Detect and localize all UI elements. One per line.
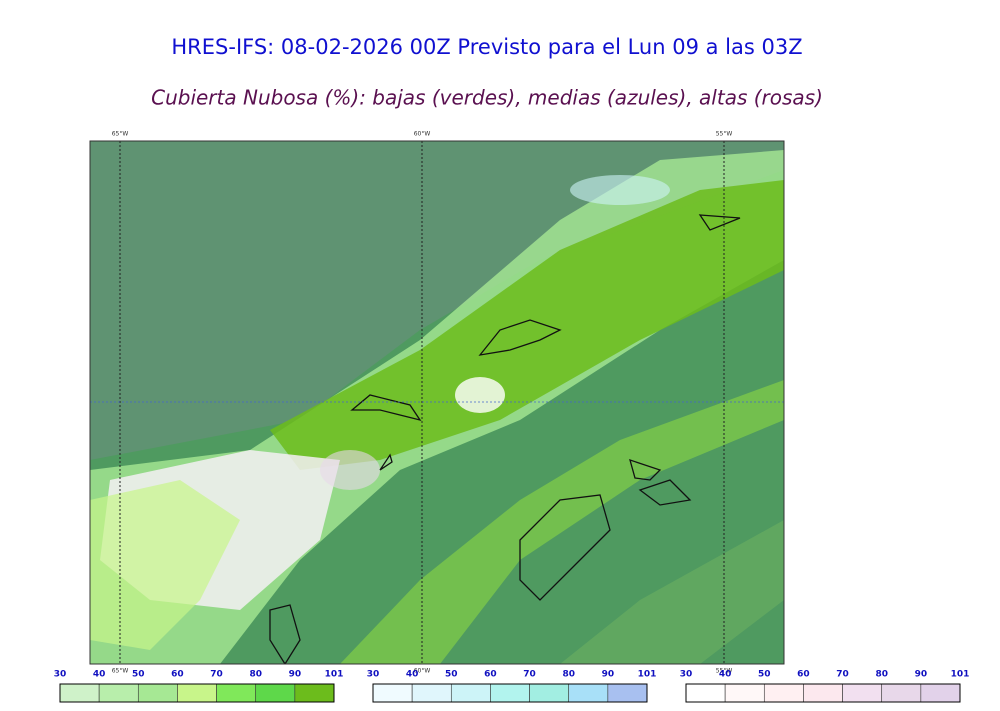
colorbar-segment (490, 683, 530, 703)
lon-label: 60°W (414, 131, 431, 138)
colorbar-segment (177, 683, 217, 703)
colorbar-segment (372, 683, 413, 703)
colorbar-tick: 80 (562, 670, 575, 680)
colorbar-tick: 101 (325, 670, 344, 680)
colorbar-segment (529, 683, 570, 703)
colorbar-tick: 30 (367, 670, 380, 680)
map (89, 140, 785, 665)
colorbar-tick: 50 (445, 670, 458, 680)
colorbar-segment (607, 683, 648, 703)
colorbar-tick: 60 (171, 670, 184, 680)
colorbar-segment (216, 683, 257, 703)
colorbar-tick: 40 (93, 670, 106, 680)
colorbar-tick: 101 (951, 670, 970, 680)
colorbar-tick: 30 (54, 670, 67, 680)
subtitle: Cubierta Nubosa (%): bajas (verdes), med… (151, 86, 823, 110)
colorbar-tick: 80 (875, 670, 888, 680)
colorbar-tick: 30 (680, 670, 693, 680)
colorbar-segment (255, 683, 296, 703)
colorbar-segment (411, 683, 452, 703)
colorbar-tick: 40 (406, 670, 419, 680)
colorbar-tick: 70 (523, 670, 536, 680)
colorbar-tick: 80 (249, 670, 262, 680)
colorbar-segment (568, 683, 609, 703)
colorbar-segment (920, 683, 961, 703)
colorbar-tick: 60 (797, 670, 810, 680)
lon-label: 65°W (112, 131, 129, 138)
colorbar-segment (294, 683, 335, 703)
colorbar-segment (881, 683, 922, 703)
lon-label: 55°W (716, 668, 733, 675)
title: HRES-IFS: 08-02-2026 00Z Previsto para e… (171, 35, 802, 59)
colorbar-tick: 50 (132, 670, 145, 680)
colorbar-segment (685, 683, 726, 703)
colorbar-segment (724, 683, 765, 703)
colorbar-segment (98, 683, 139, 703)
colorbar-tick: 90 (289, 670, 302, 680)
colorbar-tick: 70 (836, 670, 849, 680)
colorbar-tick: 90 (915, 670, 928, 680)
colorbar-tick: 40 (719, 670, 732, 680)
colorbar-segment (763, 683, 804, 703)
colorbar-tick: 101 (638, 670, 657, 680)
lon-label: 55°W (716, 131, 733, 138)
colorbar-segment (59, 683, 100, 703)
lon-label: 60°W (414, 668, 431, 675)
colorbar-segment (137, 683, 178, 703)
colorbar-segment (450, 683, 491, 703)
colorbar-segment (842, 683, 883, 703)
colorbar-tick: 60 (484, 670, 497, 680)
colorbar-frame (372, 683, 648, 703)
colorbar-tick: 90 (602, 670, 615, 680)
lon-label: 65°W (112, 668, 129, 675)
colorbar-frame (59, 683, 335, 703)
colorbar-frame (685, 683, 961, 703)
colorbar-segment (803, 683, 843, 703)
colorbar-tick: 70 (210, 670, 223, 680)
colorbar-tick: 50 (758, 670, 771, 680)
